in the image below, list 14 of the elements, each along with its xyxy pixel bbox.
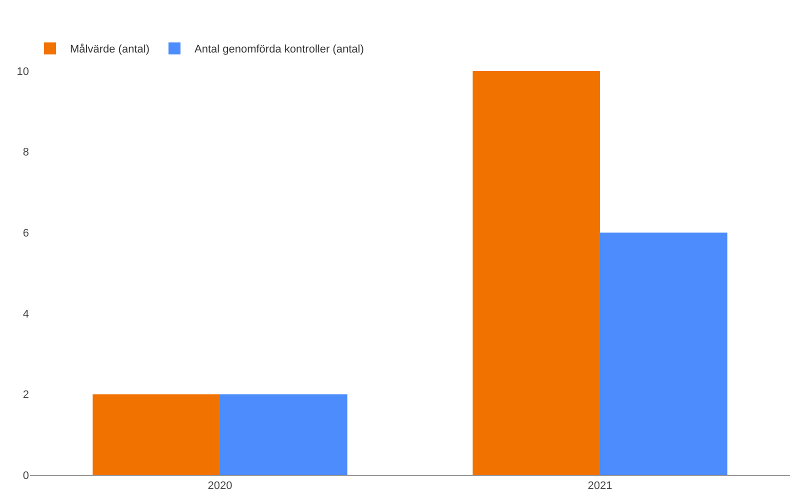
legend-label: Antal genomförda kontroller (antal) [194, 44, 364, 56]
y-tick-label: 8 [22, 146, 29, 159]
bar [220, 394, 348, 475]
y-tick-label: 10 [16, 66, 29, 78]
y-tick-label: 6 [22, 227, 29, 240]
bar [92, 394, 220, 475]
legend-label: Målvärde (antal) [70, 44, 150, 56]
bar [600, 232, 728, 475]
y-tick-label: 4 [22, 308, 29, 320]
x-tick-label: 2020 [208, 480, 232, 492]
y-tick-label: 2 [22, 389, 29, 402]
y-tick-label: 0 [22, 470, 29, 482]
bar [472, 71, 600, 475]
x-tick-label: 2021 [588, 480, 612, 492]
